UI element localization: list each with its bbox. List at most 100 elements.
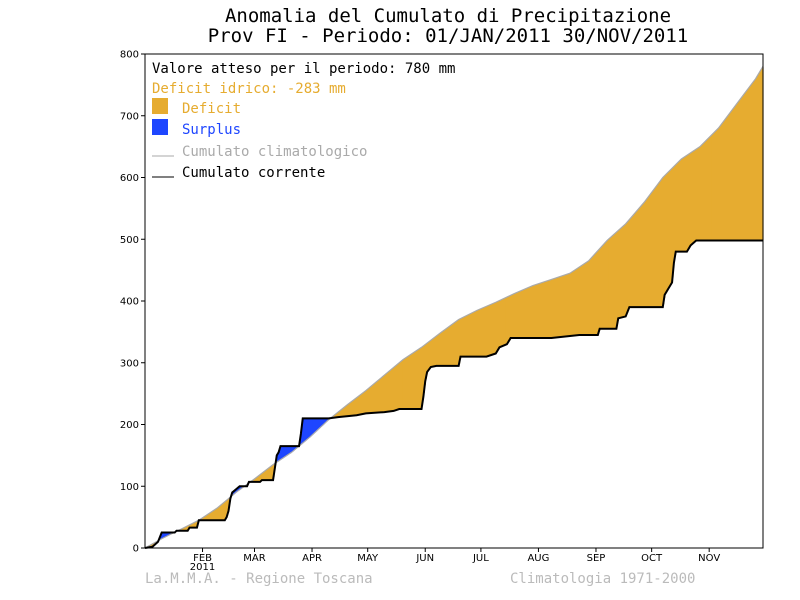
- deficit-area: [569, 272, 572, 336]
- deficit-area: [438, 334, 440, 366]
- deficit-area: [213, 510, 216, 521]
- deficit-area: [376, 380, 379, 413]
- deficit-area: [582, 264, 584, 335]
- deficit-area: [463, 316, 465, 357]
- deficit-area: [425, 344, 427, 379]
- deficit-area: [497, 301, 500, 350]
- deficit-area: [761, 68, 763, 241]
- deficit-area: [514, 293, 516, 339]
- deficit-area: [191, 523, 193, 528]
- deficit-area: [355, 397, 358, 416]
- deficit-area: [629, 218, 631, 308]
- deficit-area: [728, 113, 731, 241]
- deficit-area: [262, 472, 265, 481]
- deficit-area: [572, 271, 575, 336]
- chart-title-line1: Anomalia del Cumulato di Precipitazione: [225, 5, 671, 27]
- surplus-area: [322, 418, 324, 426]
- deficit-area: [607, 240, 609, 329]
- deficit-area: [711, 134, 714, 241]
- deficit-area: [445, 328, 448, 366]
- deficit-area: [736, 104, 738, 241]
- surplus-area: [163, 532, 166, 538]
- deficit-area: [182, 528, 184, 531]
- deficit-area: [575, 269, 578, 336]
- deficit-area: [711, 135, 713, 241]
- deficit-area: [192, 523, 194, 528]
- deficit-area: [621, 226, 624, 318]
- deficit-area: [224, 501, 227, 520]
- deficit-area: [591, 257, 593, 335]
- deficit-area: [222, 502, 225, 521]
- surplus-area: [288, 446, 291, 454]
- deficit-area: [488, 305, 490, 356]
- deficit-area: [506, 296, 509, 344]
- deficit-area: [217, 507, 219, 521]
- surplus-area: [311, 418, 313, 436]
- deficit-area: [520, 290, 523, 339]
- deficit-area: [757, 74, 759, 241]
- deficit-area: [387, 372, 389, 412]
- deficit-area: [428, 341, 431, 369]
- deficit-area: [479, 308, 482, 357]
- deficit-area: [680, 159, 682, 252]
- surplus-area: [317, 418, 320, 430]
- deficit-area: [646, 199, 648, 308]
- deficit-area: [549, 279, 552, 339]
- surplus-area: [234, 490, 236, 494]
- deficit-area: [464, 316, 466, 357]
- deficit-area: [750, 84, 753, 241]
- surplus-area: [295, 446, 297, 449]
- deficit-area: [391, 368, 394, 412]
- deficit-area: [640, 205, 643, 308]
- y-tick-label: 0: [133, 544, 139, 555]
- deficit-area: [539, 283, 541, 339]
- deficit-area: [481, 308, 484, 357]
- deficit-area: [416, 350, 419, 410]
- deficit-area: [695, 149, 697, 241]
- deficit-area: [361, 393, 363, 415]
- deficit-area: [471, 312, 474, 357]
- deficit-area: [722, 122, 724, 241]
- deficit-area: [726, 116, 729, 241]
- surplus-area: [326, 418, 329, 421]
- deficit-area: [378, 379, 381, 413]
- deficit-area: [444, 329, 447, 366]
- deficit-area: [754, 79, 757, 241]
- deficit-area: [527, 287, 529, 339]
- surplus-area: [313, 418, 316, 433]
- deficit-area: [529, 286, 531, 339]
- deficit-area: [739, 99, 742, 241]
- deficit-area: [222, 503, 224, 521]
- deficit-area: [496, 301, 499, 352]
- surplus-area: [312, 418, 315, 434]
- deficit-area: [662, 177, 665, 305]
- deficit-area: [484, 306, 487, 357]
- deficit-area: [493, 302, 496, 354]
- deficit-area: [455, 321, 458, 366]
- deficit-area: [495, 302, 498, 353]
- deficit-area: [692, 151, 695, 244]
- surplus-area: [237, 487, 240, 491]
- deficit-area: [415, 350, 418, 410]
- deficit-area: [760, 70, 762, 241]
- deficit-area: [725, 117, 728, 241]
- deficit-area: [709, 136, 711, 241]
- surplus-area: [307, 418, 309, 439]
- deficit-area: [394, 366, 397, 411]
- deficit-area: [686, 154, 689, 251]
- deficit-area: [205, 515, 207, 521]
- deficit-area: [352, 400, 355, 416]
- surplus-area: [232, 492, 234, 496]
- deficit-area: [657, 184, 659, 308]
- y-tick-label: 600: [120, 173, 139, 184]
- surplus-area: [293, 446, 295, 451]
- deficit-area: [461, 317, 463, 357]
- deficit-area: [638, 208, 641, 308]
- deficit-area: [502, 298, 504, 346]
- deficit-area: [651, 191, 654, 308]
- deficit-area: [489, 304, 491, 356]
- surplus-area: [319, 418, 321, 428]
- x-tick-sublabel: 2011: [190, 562, 215, 573]
- deficit-area: [372, 384, 374, 413]
- deficit-area: [652, 190, 655, 308]
